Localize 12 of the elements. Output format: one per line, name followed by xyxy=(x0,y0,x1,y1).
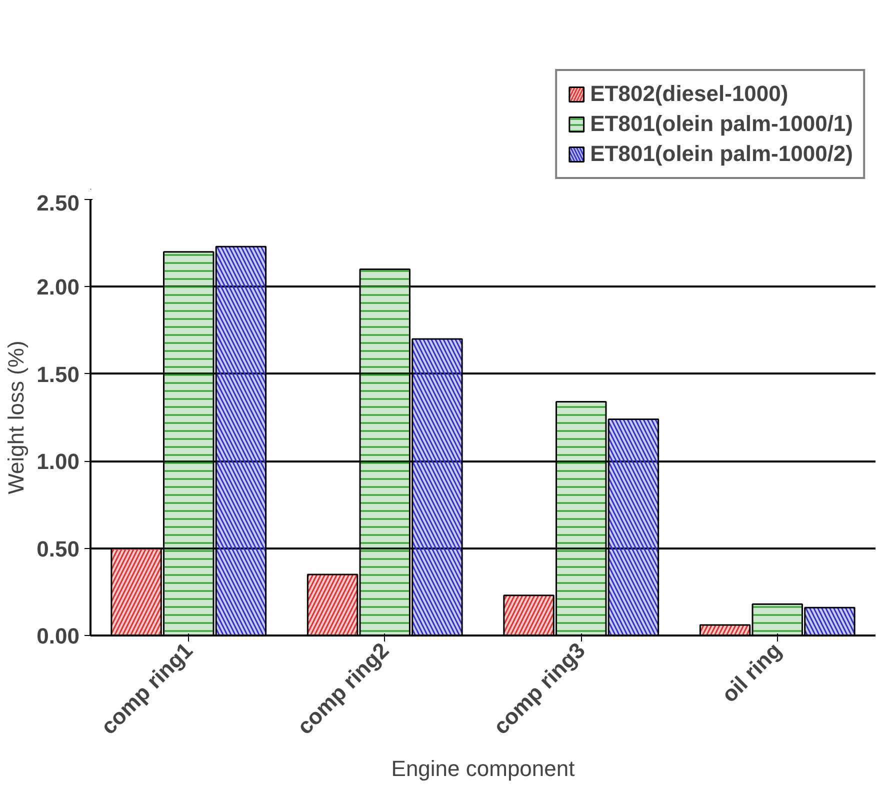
y-tick-label: 1.00 xyxy=(36,449,80,474)
y-tick-label: 0.00 xyxy=(36,624,80,648)
x-tick-label: oil ring xyxy=(716,638,786,708)
legend-label: ET801(olein palm-1000/2) xyxy=(590,141,853,167)
y-tick-label: 1.50 xyxy=(36,362,80,387)
y-tick-label: 0.50 xyxy=(36,536,80,562)
x-axis-title: Engine component xyxy=(391,756,575,782)
legend-label: ET801(olein palm-1000/1) xyxy=(590,111,853,137)
y-tick-label: 2.00 xyxy=(36,274,80,300)
y-tick-label: 2.50 xyxy=(36,190,80,216)
y-axis-title: Weight loss (%) xyxy=(4,340,29,494)
legend-label: ET802(diesel-1000) xyxy=(590,81,788,107)
